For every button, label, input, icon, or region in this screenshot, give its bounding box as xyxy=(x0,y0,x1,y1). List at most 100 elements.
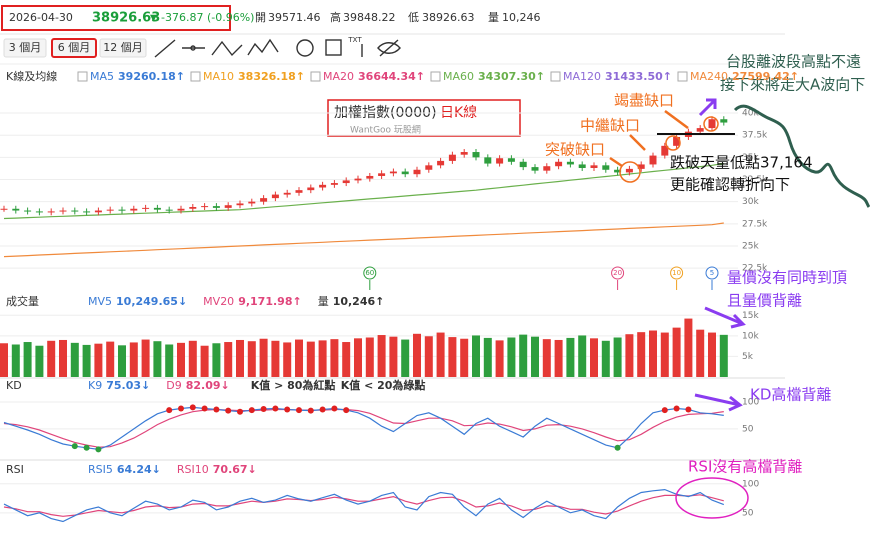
range-button[interactable] xyxy=(3,38,47,58)
volume-bar xyxy=(47,340,56,377)
volume-bar xyxy=(495,340,504,377)
volume-bar xyxy=(330,339,339,377)
candle xyxy=(696,128,704,132)
volume-bar xyxy=(472,335,480,377)
candle xyxy=(71,210,79,212)
candle xyxy=(319,184,327,188)
volume-bar xyxy=(295,339,303,377)
tool-hline[interactable] xyxy=(182,45,205,51)
gap-circle xyxy=(619,161,641,183)
event-marker[interactable] xyxy=(705,266,719,280)
volume-bar xyxy=(377,335,386,377)
legend-value: 82.09↓ xyxy=(186,379,230,392)
checkbox[interactable] xyxy=(77,71,88,82)
volume-bar xyxy=(542,339,551,377)
series-line xyxy=(3,406,724,451)
tool-circle[interactable] xyxy=(296,39,314,57)
candle xyxy=(614,169,622,173)
y-tick-label: 25k xyxy=(742,241,759,251)
volume-bar xyxy=(94,343,103,377)
candle xyxy=(378,173,386,176)
volume-bar xyxy=(177,342,185,377)
tool-wave[interactable] xyxy=(211,40,243,57)
k-dot xyxy=(166,407,173,414)
event-marker[interactable] xyxy=(363,266,377,280)
volume-bar xyxy=(165,344,174,377)
rule-label: K值 < 20為綠點 xyxy=(341,378,426,392)
candle xyxy=(0,208,8,210)
checkbox[interactable] xyxy=(190,71,201,82)
k-dot xyxy=(685,406,692,413)
volume-bar xyxy=(200,345,209,377)
volume-bar xyxy=(342,342,351,377)
candle xyxy=(354,178,362,181)
candle xyxy=(637,164,645,169)
volume-bar xyxy=(23,342,32,377)
legend-name: MV20 xyxy=(203,295,234,308)
candle xyxy=(342,180,350,184)
volume-bar xyxy=(224,342,233,377)
tool-hide[interactable] xyxy=(377,39,401,57)
k-dot xyxy=(260,406,267,412)
candle xyxy=(130,208,138,211)
volume-bar xyxy=(436,332,445,377)
volume-bar xyxy=(649,330,657,377)
range-label[interactable]: 3 個月 xyxy=(9,41,42,54)
tool-line[interactable] xyxy=(154,39,176,58)
range-button[interactable] xyxy=(51,38,97,58)
annotation: 量價沒有同時到頂 xyxy=(727,269,847,287)
series-line xyxy=(3,488,725,523)
volume-bar xyxy=(613,337,622,377)
volume: 10,246 xyxy=(502,11,541,24)
legend-value: 9,171.98↑ xyxy=(238,295,302,308)
candle xyxy=(555,161,563,167)
volume-bar xyxy=(460,338,469,377)
range-button[interactable] xyxy=(99,38,147,58)
event-marker-label: 5 xyxy=(710,269,714,277)
arrow xyxy=(664,109,689,130)
candle xyxy=(118,209,126,211)
candle xyxy=(212,206,220,208)
legend-value: 38326.18↑ xyxy=(238,70,305,83)
volume-bar xyxy=(684,318,693,377)
candle xyxy=(106,209,114,211)
k-dot xyxy=(213,406,220,413)
annotation: 突破缺口 xyxy=(545,141,605,159)
k-dot xyxy=(331,405,338,412)
candle xyxy=(366,175,374,179)
arrow xyxy=(704,306,746,329)
volume-bar xyxy=(306,341,315,377)
candle xyxy=(425,165,433,170)
legend-name: MA20 xyxy=(323,70,354,83)
volume-bar xyxy=(708,332,716,377)
tool-abc[interactable] xyxy=(247,38,279,56)
event-marker[interactable] xyxy=(670,266,684,280)
range-label[interactable]: 12 個月 xyxy=(103,41,143,54)
volume-bar xyxy=(153,341,162,377)
volume-bar xyxy=(601,340,610,377)
checkbox[interactable] xyxy=(677,71,688,82)
checkbox[interactable] xyxy=(310,71,321,82)
candle xyxy=(283,192,291,195)
legend-name: 量 xyxy=(318,295,329,308)
checkbox[interactable] xyxy=(550,71,561,82)
volume-bar xyxy=(212,343,221,377)
k-dot xyxy=(307,407,314,414)
range-label[interactable]: 6 個月 xyxy=(58,41,91,54)
tool-rect[interactable] xyxy=(325,39,342,56)
arrow xyxy=(698,98,717,117)
legend-value: 10,246↑ xyxy=(333,295,385,308)
legend-name: MA5 xyxy=(90,70,114,83)
candle xyxy=(24,210,32,212)
gap-circle xyxy=(665,135,681,151)
panel-title: 成交量 xyxy=(6,294,39,308)
legend-name: MA60 xyxy=(443,70,474,83)
y-tick-label: 35k xyxy=(742,153,759,163)
legend-name: RSI10 xyxy=(177,463,209,476)
candle xyxy=(224,205,232,208)
annotation: RSI沒有高檔背離 xyxy=(688,458,802,476)
candle xyxy=(271,194,279,199)
event-marker[interactable] xyxy=(611,266,625,280)
checkbox[interactable] xyxy=(430,71,441,82)
